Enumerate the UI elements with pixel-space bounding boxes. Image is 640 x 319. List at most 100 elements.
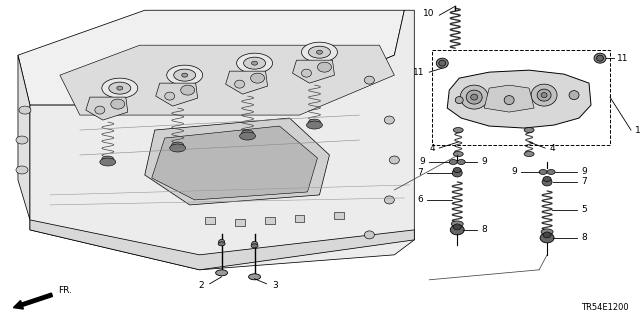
Ellipse shape bbox=[173, 69, 196, 81]
Ellipse shape bbox=[542, 178, 552, 186]
Polygon shape bbox=[484, 85, 534, 112]
Text: 9: 9 bbox=[420, 158, 426, 167]
Ellipse shape bbox=[439, 60, 445, 66]
Ellipse shape bbox=[531, 84, 557, 106]
Text: 4: 4 bbox=[549, 144, 555, 152]
Ellipse shape bbox=[547, 169, 555, 174]
Ellipse shape bbox=[167, 65, 203, 85]
Text: 8: 8 bbox=[581, 234, 587, 242]
Ellipse shape bbox=[251, 244, 258, 248]
Ellipse shape bbox=[524, 128, 534, 133]
Ellipse shape bbox=[216, 270, 228, 276]
Ellipse shape bbox=[308, 119, 321, 125]
Ellipse shape bbox=[385, 116, 394, 124]
Text: FR.: FR. bbox=[58, 286, 72, 295]
Text: 9: 9 bbox=[511, 167, 517, 176]
Text: 11: 11 bbox=[617, 54, 628, 63]
Ellipse shape bbox=[316, 50, 323, 54]
Ellipse shape bbox=[239, 132, 255, 140]
Ellipse shape bbox=[436, 58, 448, 68]
Ellipse shape bbox=[235, 80, 244, 88]
Ellipse shape bbox=[251, 73, 264, 83]
Ellipse shape bbox=[385, 196, 394, 204]
Text: 8: 8 bbox=[481, 226, 487, 234]
Ellipse shape bbox=[248, 274, 260, 280]
Bar bbox=[432, 50, 610, 145]
Ellipse shape bbox=[504, 96, 514, 105]
FancyArrow shape bbox=[13, 293, 52, 309]
Ellipse shape bbox=[364, 76, 374, 84]
Ellipse shape bbox=[219, 239, 225, 244]
Polygon shape bbox=[152, 126, 317, 200]
Ellipse shape bbox=[540, 233, 554, 243]
Ellipse shape bbox=[537, 89, 551, 101]
Ellipse shape bbox=[453, 128, 463, 133]
Text: TR54E1200: TR54E1200 bbox=[581, 303, 629, 312]
Polygon shape bbox=[226, 71, 268, 94]
Text: 7: 7 bbox=[417, 168, 423, 177]
Ellipse shape bbox=[180, 85, 195, 95]
Ellipse shape bbox=[543, 232, 551, 238]
Ellipse shape bbox=[541, 93, 547, 98]
Polygon shape bbox=[30, 10, 414, 270]
Polygon shape bbox=[156, 83, 198, 106]
Text: 1: 1 bbox=[635, 126, 640, 135]
Ellipse shape bbox=[451, 221, 463, 227]
Polygon shape bbox=[447, 70, 591, 128]
Text: 2: 2 bbox=[198, 281, 204, 290]
Text: 3: 3 bbox=[273, 281, 278, 290]
Ellipse shape bbox=[117, 86, 123, 90]
Ellipse shape bbox=[241, 130, 253, 136]
Ellipse shape bbox=[594, 53, 606, 63]
Polygon shape bbox=[18, 55, 30, 220]
Ellipse shape bbox=[19, 106, 31, 114]
Ellipse shape bbox=[470, 94, 477, 100]
Ellipse shape bbox=[364, 231, 374, 239]
Ellipse shape bbox=[569, 91, 579, 100]
Ellipse shape bbox=[453, 224, 461, 230]
Ellipse shape bbox=[389, 156, 399, 164]
Polygon shape bbox=[292, 60, 335, 83]
Ellipse shape bbox=[16, 136, 28, 144]
Ellipse shape bbox=[182, 73, 188, 77]
Polygon shape bbox=[60, 45, 394, 115]
Text: 7: 7 bbox=[581, 177, 587, 187]
Bar bbox=[335, 212, 344, 219]
Ellipse shape bbox=[111, 99, 125, 109]
Ellipse shape bbox=[102, 78, 138, 98]
Ellipse shape bbox=[455, 97, 463, 104]
Polygon shape bbox=[86, 97, 128, 120]
Ellipse shape bbox=[457, 160, 465, 165]
Ellipse shape bbox=[301, 69, 312, 77]
Text: 10: 10 bbox=[423, 9, 435, 18]
Ellipse shape bbox=[453, 167, 461, 173]
Ellipse shape bbox=[317, 62, 332, 72]
Ellipse shape bbox=[466, 90, 482, 104]
Ellipse shape bbox=[307, 121, 323, 129]
Ellipse shape bbox=[16, 166, 28, 174]
Ellipse shape bbox=[460, 85, 488, 109]
Ellipse shape bbox=[541, 229, 553, 235]
Ellipse shape bbox=[453, 152, 463, 157]
Bar bbox=[235, 219, 244, 226]
Ellipse shape bbox=[170, 144, 186, 152]
Ellipse shape bbox=[218, 242, 225, 246]
Ellipse shape bbox=[164, 92, 175, 100]
Text: 6: 6 bbox=[417, 196, 423, 204]
Ellipse shape bbox=[524, 152, 534, 157]
Ellipse shape bbox=[172, 142, 184, 148]
Ellipse shape bbox=[252, 241, 257, 246]
Ellipse shape bbox=[252, 61, 257, 65]
Text: 4: 4 bbox=[429, 144, 435, 152]
Ellipse shape bbox=[95, 106, 105, 114]
Ellipse shape bbox=[102, 156, 114, 162]
Text: 9: 9 bbox=[581, 167, 587, 176]
Bar bbox=[205, 217, 214, 224]
Polygon shape bbox=[145, 118, 330, 205]
Ellipse shape bbox=[244, 57, 266, 69]
Ellipse shape bbox=[452, 169, 462, 177]
Ellipse shape bbox=[451, 225, 464, 235]
Text: 11: 11 bbox=[413, 68, 424, 77]
Ellipse shape bbox=[539, 169, 547, 174]
Text: 5: 5 bbox=[581, 205, 587, 214]
